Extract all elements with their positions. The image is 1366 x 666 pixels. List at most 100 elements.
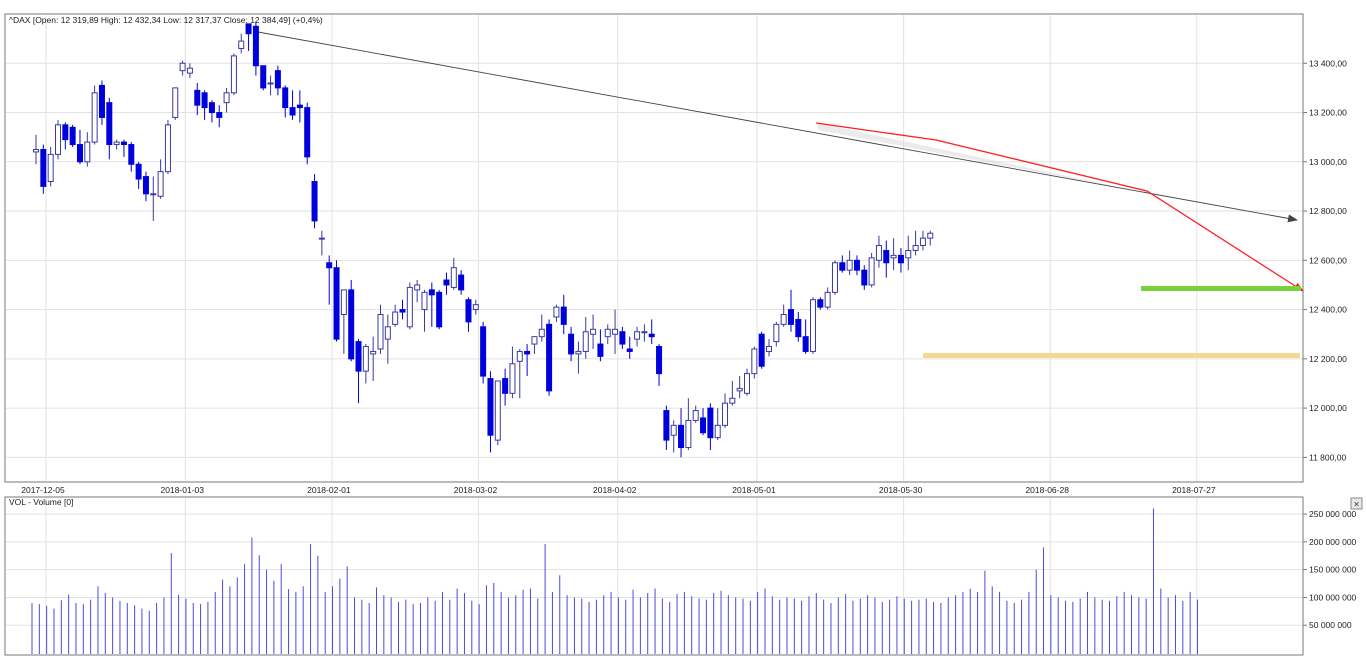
candle bbox=[120, 139, 127, 157]
candle bbox=[538, 314, 545, 342]
candle-body bbox=[641, 331, 648, 334]
candle bbox=[40, 144, 47, 194]
price-x-tick-label: 2017-12-05 bbox=[21, 485, 65, 495]
candle bbox=[84, 132, 91, 167]
trendline-wedge bbox=[818, 123, 1147, 193]
price-x-axis: 2017-12-05 2018-01-03 2018-02-01 2018-03-02… bbox=[21, 485, 1216, 495]
candle bbox=[868, 252, 875, 288]
candle bbox=[128, 142, 135, 172]
candle-body bbox=[33, 148, 39, 153]
volume-panel-title: VOL - Volume [0] bbox=[9, 497, 73, 507]
candle bbox=[494, 380, 501, 446]
candle bbox=[692, 405, 699, 423]
volume-y-tick-label: 50 000 000 bbox=[1309, 620, 1352, 630]
candle bbox=[311, 174, 318, 229]
price-y-tick-label: 12 800,00 bbox=[1309, 206, 1347, 216]
candle bbox=[744, 368, 751, 396]
candle-body bbox=[128, 144, 135, 165]
candle bbox=[802, 319, 809, 354]
candle-body bbox=[494, 380, 501, 441]
price-x-tick-label: 2018-06-28 bbox=[1025, 485, 1069, 495]
candle-body bbox=[311, 180, 318, 222]
candle bbox=[113, 139, 120, 150]
candle bbox=[582, 316, 589, 359]
candle-body bbox=[465, 299, 472, 323]
price-y-tick-label: 12 400,00 bbox=[1309, 305, 1347, 315]
candle bbox=[142, 171, 149, 202]
price-x-tick-label: 2018-05-30 bbox=[879, 485, 923, 495]
candle-body bbox=[795, 318, 802, 338]
candle bbox=[179, 60, 186, 76]
candle-body bbox=[670, 424, 677, 436]
candle-body bbox=[428, 289, 435, 296]
candle bbox=[875, 235, 882, 268]
candle-body bbox=[443, 279, 450, 286]
candle bbox=[729, 381, 736, 406]
candle-body bbox=[120, 141, 127, 146]
candle bbox=[736, 376, 743, 399]
candle-body bbox=[194, 89, 201, 106]
volume-panel-close-button[interactable]: × bbox=[1350, 497, 1363, 511]
candle-body bbox=[560, 306, 567, 325]
candle bbox=[304, 102, 311, 165]
candle-body bbox=[186, 67, 193, 74]
candle-body bbox=[406, 286, 413, 328]
candle-body bbox=[861, 269, 868, 286]
candle bbox=[54, 119, 61, 160]
candle-body bbox=[619, 331, 626, 345]
price-x-tick-label: 2018-03-02 bbox=[454, 485, 498, 495]
candle bbox=[758, 331, 765, 369]
candle bbox=[619, 326, 626, 349]
candle-body bbox=[546, 323, 553, 392]
candle bbox=[597, 329, 604, 362]
ohlc-header: ^DAX [Open: 12 319,89 High: 12 432,34 Lo… bbox=[9, 15, 323, 25]
volume-y-tick-label: 150 000 000 bbox=[1309, 565, 1357, 575]
candle bbox=[824, 287, 831, 310]
candle-body bbox=[758, 333, 765, 367]
candle bbox=[157, 159, 164, 199]
price-y-tick-label: 12 200,00 bbox=[1309, 354, 1347, 364]
candle bbox=[362, 344, 369, 384]
candle-body bbox=[875, 245, 882, 261]
red-trendline[interactable] bbox=[815, 122, 1304, 292]
candle-body bbox=[744, 373, 751, 394]
candle bbox=[223, 87, 230, 113]
candle bbox=[670, 420, 677, 453]
candle bbox=[91, 85, 98, 145]
volume-y-tick-label: 250 000 000 bbox=[1309, 509, 1357, 519]
candle-body bbox=[333, 267, 340, 340]
candle-body bbox=[604, 328, 611, 338]
candle-body bbox=[201, 92, 208, 109]
candle-body bbox=[634, 331, 641, 340]
candle bbox=[531, 336, 538, 354]
candle bbox=[568, 326, 575, 362]
candle bbox=[399, 299, 406, 320]
candle-body bbox=[927, 232, 934, 239]
volume-y-axis: 50 000 000 100 000 000 150 000 000 200 000 … bbox=[1303, 509, 1357, 630]
candle bbox=[575, 341, 582, 374]
candle bbox=[846, 250, 853, 276]
long-trendline[interactable] bbox=[257, 31, 1298, 223]
candle bbox=[384, 314, 391, 364]
candle-body bbox=[296, 104, 303, 109]
candle-body bbox=[831, 262, 838, 293]
candle-body bbox=[883, 249, 890, 264]
candlestick-series bbox=[33, 21, 934, 458]
candle-body bbox=[590, 328, 597, 335]
candle-body bbox=[839, 262, 846, 271]
candle-body bbox=[172, 87, 179, 118]
candle bbox=[436, 289, 443, 330]
candle bbox=[98, 80, 105, 125]
candle-body bbox=[897, 254, 904, 264]
candle-body bbox=[252, 25, 259, 67]
candle bbox=[787, 289, 794, 332]
candle-body bbox=[355, 341, 362, 372]
candle-body bbox=[787, 309, 794, 325]
candle bbox=[340, 289, 347, 354]
candle bbox=[546, 319, 553, 396]
price-y-tick-label: 11 800,00 bbox=[1309, 452, 1346, 462]
candle bbox=[172, 87, 179, 120]
candle-body bbox=[76, 144, 83, 163]
candle-body bbox=[912, 245, 919, 251]
